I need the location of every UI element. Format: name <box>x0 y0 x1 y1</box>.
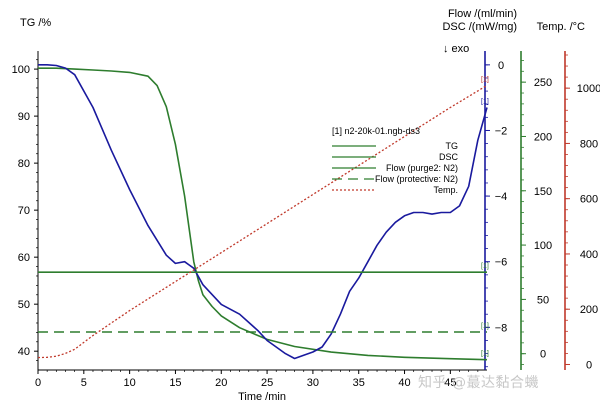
x-tick-label: 5 <box>81 377 87 389</box>
temp-tick-label: 800 <box>580 138 598 150</box>
temp-tick-label: 400 <box>580 249 598 261</box>
dsc-tick-label: 0 <box>498 60 504 72</box>
flow-tick-label: 150 <box>534 186 552 198</box>
x-tick-label: 25 <box>261 377 273 389</box>
x-tick-label: 0 <box>35 377 41 389</box>
flow-axis-title: Flow /(ml/min) <box>448 8 517 20</box>
legend-label: DSC <box>439 152 459 162</box>
tg-tick-label: 80 <box>18 158 30 170</box>
legend-label: Temp. <box>433 185 458 195</box>
flow-tick-label: 250 <box>534 77 552 89</box>
legend-label: Flow (purge2: N2) <box>386 163 458 173</box>
x-tick-label: 35 <box>353 377 365 389</box>
dsc-tick-label: −6 <box>495 257 508 269</box>
flow-tick-label: 100 <box>534 240 552 252</box>
temp-tick-label: 200 <box>580 304 598 316</box>
flow-tick-label: 50 <box>537 294 549 306</box>
x-tick-label: 40 <box>398 377 410 389</box>
tg-tick-label: 90 <box>18 111 30 123</box>
end-marker-flow-protective-n2: [1] <box>481 323 489 330</box>
dsc-tick-label: −8 <box>495 322 508 334</box>
series-temp-line <box>37 84 488 359</box>
temp-tick-label: 600 <box>580 194 598 206</box>
tg-tick-label: 50 <box>18 299 30 311</box>
dsc-axis-title: DSC /(mW/mg) <box>442 21 517 33</box>
x-tick-label: 10 <box>124 377 136 389</box>
dsc-tick-label: −4 <box>495 191 508 203</box>
exo-label: ↓ exo <box>443 43 469 55</box>
watermark: 知乎 @蕞达黏合蟣 <box>418 375 539 391</box>
tg-tick-label: 60 <box>18 252 30 264</box>
legend-label: TG <box>446 141 459 151</box>
tg-tick-label: 40 <box>18 346 30 358</box>
flow-tick-label: 0 <box>540 349 546 361</box>
legend-label: Flow (protective: N2) <box>375 174 458 184</box>
flow-tick-label: 200 <box>534 131 552 143</box>
temp-tick-label: 0 <box>586 359 592 371</box>
temp-axis-title: Temp. /°C <box>537 21 585 33</box>
end-marker-temp: [1] <box>481 76 489 83</box>
series-tg-line <box>38 67 488 361</box>
tg-tick-label: 70 <box>18 205 30 217</box>
end-marker-flow-purge2-n2: [1] <box>481 263 489 270</box>
x-tick-label: 20 <box>215 377 227 389</box>
temp-tick-label: 1000 <box>577 83 600 95</box>
x-tick-label: 30 <box>307 377 319 389</box>
tg-tick-label: 100 <box>12 64 30 76</box>
x-axis-title: Time /min <box>238 391 286 403</box>
dsc-tick-label: −2 <box>495 125 508 137</box>
end-marker-tg: [1] <box>481 351 489 358</box>
x-tick-label: 45 <box>444 377 456 389</box>
series-dsc-line <box>38 64 488 360</box>
x-tick-label: 15 <box>169 377 181 389</box>
end-marker-dsc: [1] <box>481 99 489 106</box>
legend-title: [1] n2-20k-01.ngb-ds3 <box>332 126 420 136</box>
tg-axis-title: TG /% <box>20 17 51 29</box>
